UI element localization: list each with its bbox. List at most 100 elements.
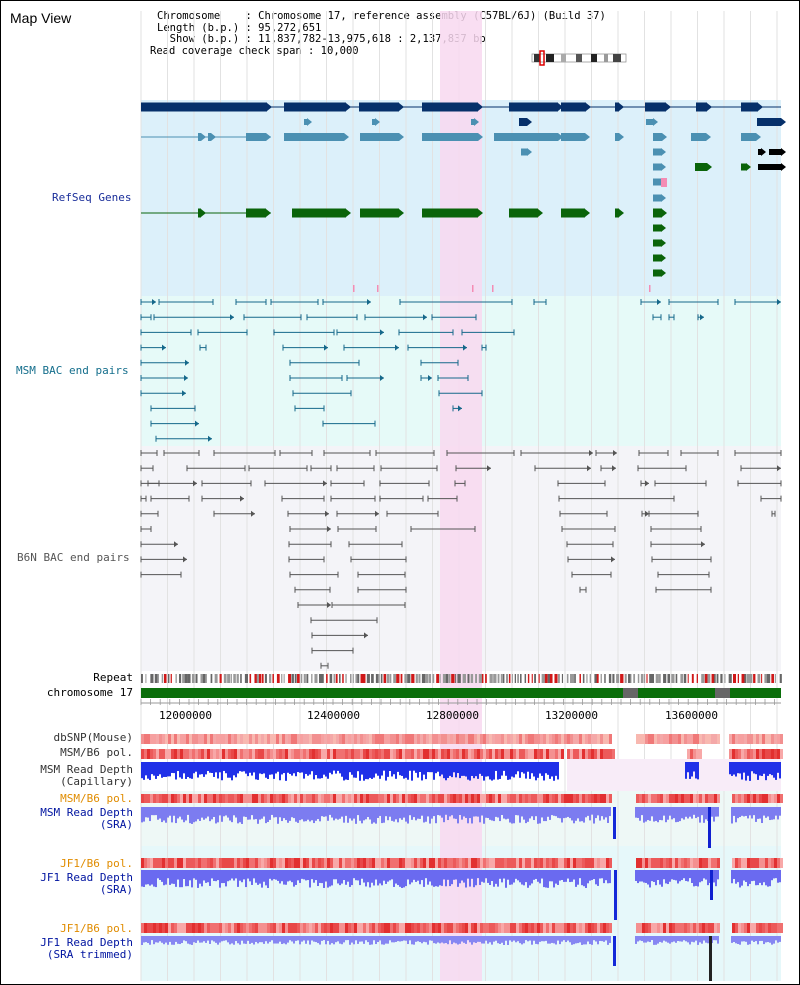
depth-bar <box>645 870 647 883</box>
depth-bar <box>145 870 147 885</box>
heat-cell <box>180 923 183 933</box>
heat-cell <box>492 794 495 803</box>
heat-cell <box>729 749 732 759</box>
depth-bar <box>491 936 493 945</box>
depth-bar <box>389 870 391 881</box>
heat-cell <box>330 858 333 868</box>
depth-bar <box>151 936 153 941</box>
depth-bar <box>203 936 205 942</box>
heat-cell <box>159 749 162 759</box>
heat-cell <box>564 794 567 803</box>
heat-cell <box>480 749 483 759</box>
heat-cell <box>549 734 552 744</box>
depth-bar <box>153 870 155 887</box>
depth-bar <box>449 762 451 776</box>
heat-cell <box>255 749 258 759</box>
heat-cell <box>507 923 510 933</box>
depth-bar <box>313 870 315 883</box>
repeat-element <box>418 674 421 683</box>
depth-bar <box>225 762 227 774</box>
repeat-element <box>200 674 204 683</box>
heat-cell <box>348 858 351 868</box>
depth-bar <box>499 936 501 944</box>
depth-bar <box>181 870 183 888</box>
depth-bar <box>349 762 351 773</box>
depth-bar <box>403 807 405 818</box>
gene-arrow <box>661 269 666 277</box>
heat-cell <box>234 794 237 803</box>
repeat-element <box>205 674 207 683</box>
depth-bar <box>317 807 319 820</box>
depth-bar <box>479 762 481 774</box>
heat-cell <box>693 734 696 744</box>
depth-bar <box>585 807 587 818</box>
heat-cell <box>375 794 378 803</box>
heat-cell <box>396 858 399 868</box>
depth-bar <box>479 870 481 885</box>
msm-bac-pair-arrow <box>208 435 212 442</box>
heat-cell <box>660 734 663 744</box>
depth-bar <box>161 936 163 943</box>
depth-bar <box>283 762 285 774</box>
variation-tracks[interactable] <box>141 734 783 981</box>
heat-cell <box>780 794 783 803</box>
heat-cell <box>207 858 210 868</box>
depth-bar <box>379 870 381 884</box>
depth-bar <box>605 870 607 881</box>
depth-bar <box>663 870 665 880</box>
depth-bar <box>261 936 263 943</box>
repeat-element <box>711 674 715 683</box>
depth-bar <box>155 870 157 888</box>
depth-bar <box>313 936 315 942</box>
heat-cell <box>210 734 213 744</box>
b6n-bac-pairs-track[interactable] <box>140 450 782 669</box>
depth-bar <box>671 870 673 880</box>
heat-cell <box>585 794 588 803</box>
chromosome-bar[interactable] <box>140 688 781 705</box>
repeat-element <box>579 674 581 683</box>
depth-bar <box>417 936 419 942</box>
depth-bar <box>531 870 533 884</box>
heat-cell <box>345 858 348 868</box>
depth-bar <box>671 936 673 943</box>
depth-bar <box>321 762 323 779</box>
heat-cell <box>225 858 228 868</box>
depth-bar <box>661 870 663 887</box>
depth-bar <box>209 870 211 886</box>
depth-bar <box>169 762 171 777</box>
gene-arrow <box>761 148 766 156</box>
repeat-element <box>720 674 723 683</box>
heat-cell <box>540 858 543 868</box>
heat-cell <box>603 734 606 744</box>
depth-bar <box>685 762 687 779</box>
refseq-genes-track[interactable] <box>141 102 786 293</box>
depth-bar <box>235 807 237 818</box>
depth-bar <box>207 762 209 772</box>
chromosome-ideogram[interactable] <box>531 50 627 66</box>
msm-bac-pairs-track[interactable] <box>140 299 781 442</box>
heat-cell <box>216 749 219 759</box>
heat-cell <box>483 923 486 933</box>
msm-bac-pair-arrow <box>657 299 661 305</box>
heat-cell <box>708 858 711 868</box>
gene-arrow <box>344 133 349 141</box>
gene-arrow <box>781 163 786 171</box>
heat-cell <box>198 923 201 933</box>
depth-bar <box>177 870 179 880</box>
heat-cell <box>495 734 498 744</box>
heat-cell <box>273 923 276 933</box>
heat-cell <box>399 923 402 933</box>
heat-cell <box>156 794 159 803</box>
depth-bar <box>285 870 287 885</box>
repeat-element <box>481 674 484 683</box>
heat-cell <box>315 734 318 744</box>
repeat-track[interactable] <box>141 674 782 683</box>
heat-cell <box>204 794 207 803</box>
heat-cell <box>573 749 576 759</box>
depth-bar <box>491 870 493 882</box>
heat-cell <box>780 858 783 868</box>
heat-cell <box>522 858 525 868</box>
heat-cell <box>645 858 648 868</box>
heat-cell <box>423 923 426 933</box>
